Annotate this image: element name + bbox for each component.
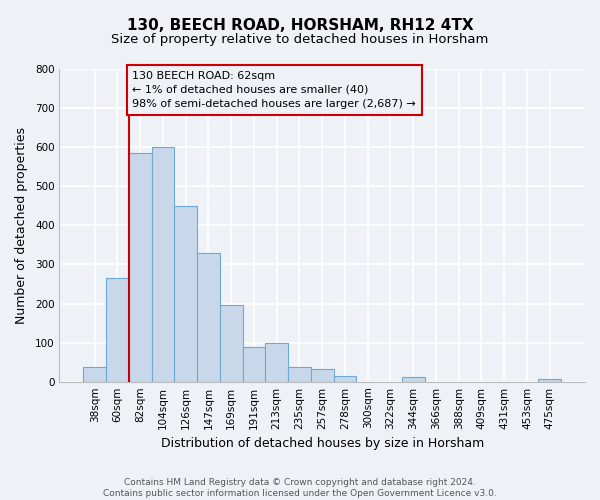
Bar bbox=[288, 367, 311, 382]
Bar bbox=[152, 147, 175, 382]
Text: 130, BEECH ROAD, HORSHAM, RH12 4TX: 130, BEECH ROAD, HORSHAM, RH12 4TX bbox=[127, 18, 473, 32]
Bar bbox=[334, 376, 356, 382]
Bar bbox=[242, 346, 265, 382]
Bar bbox=[175, 206, 197, 382]
Bar bbox=[220, 304, 242, 382]
Bar bbox=[538, 378, 561, 382]
Y-axis label: Number of detached properties: Number of detached properties bbox=[15, 127, 28, 324]
Bar bbox=[83, 367, 106, 382]
Bar bbox=[265, 342, 288, 382]
Text: Size of property relative to detached houses in Horsham: Size of property relative to detached ho… bbox=[112, 32, 488, 46]
X-axis label: Distribution of detached houses by size in Horsham: Distribution of detached houses by size … bbox=[161, 437, 484, 450]
Bar bbox=[402, 377, 425, 382]
Bar bbox=[311, 369, 334, 382]
Text: 130 BEECH ROAD: 62sqm
← 1% of detached houses are smaller (40)
98% of semi-detac: 130 BEECH ROAD: 62sqm ← 1% of detached h… bbox=[132, 71, 416, 109]
Bar bbox=[106, 278, 129, 382]
Bar bbox=[197, 252, 220, 382]
Text: Contains HM Land Registry data © Crown copyright and database right 2024.
Contai: Contains HM Land Registry data © Crown c… bbox=[103, 478, 497, 498]
Bar bbox=[129, 153, 152, 382]
